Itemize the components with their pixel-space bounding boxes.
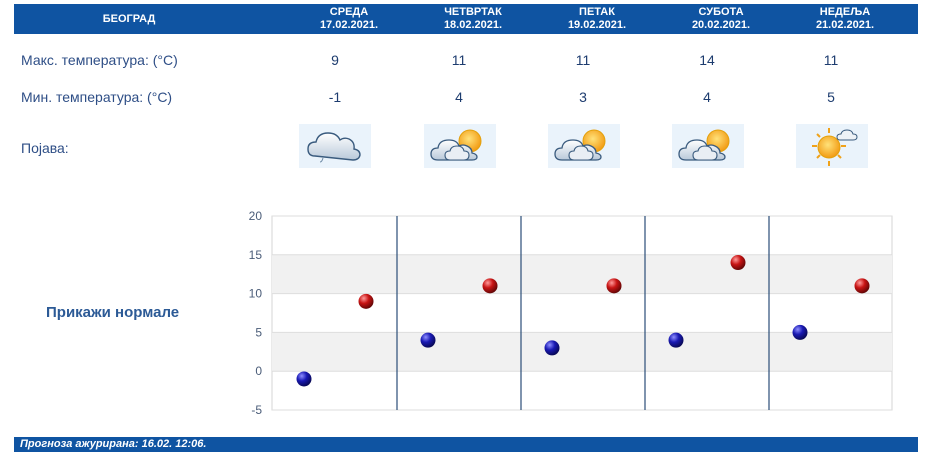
min-temp-point	[792, 324, 808, 340]
show-normals-link[interactable]: Прикажи нормале	[46, 304, 180, 321]
max-temp-value: 14	[699, 52, 715, 68]
max-temp-label: Макс. температура: (°C)	[21, 52, 178, 68]
min-temp-point	[544, 340, 560, 356]
day-date: 17.02.2021.	[319, 19, 379, 31]
forecast-header-bar: БЕОГРАД СРЕДА 17.02.2021. ЧЕТВРТАК 18.02…	[14, 4, 918, 34]
max-temp-point	[482, 278, 498, 294]
day-date: 21.02.2021.	[815, 19, 875, 31]
mostly-sunny-icon	[796, 124, 868, 168]
y-tick-label: 20	[249, 209, 263, 223]
max-temp-value: 11	[823, 52, 839, 68]
day-name: ЧЕТВРТАК	[444, 6, 502, 18]
max-temp-value: 11	[451, 52, 467, 68]
day-header-4: СУБОТА 20.02.2021.	[659, 6, 783, 32]
min-temp-point	[668, 332, 684, 348]
forecast-updated-text: Прогноза ажурирана: 16.02. 12:06.	[20, 438, 207, 450]
day-name: ПЕТАК	[579, 6, 615, 18]
min-temp-value: 3	[579, 89, 587, 105]
city-name: БЕОГРАД	[102, 13, 156, 25]
max-temp-point	[854, 278, 870, 294]
temperature-chart: 20 15 10 5 0 -5	[249, 209, 893, 415]
y-tick-label: 15	[249, 248, 263, 262]
max-temp-point	[606, 278, 622, 294]
update-footer-bar: Прогноза ажурирана: 16.02. 12:06.	[14, 437, 918, 452]
day-header-5: НЕДЕЉА 21.02.2021.	[783, 6, 907, 32]
grid-band	[272, 254, 892, 294]
y-tick-label: 0	[255, 364, 262, 378]
phenomenon-label: Појава:	[21, 140, 69, 156]
min-temp-point	[420, 332, 436, 348]
partly-cloudy-icon	[672, 124, 744, 168]
partly-cloudy-icon	[548, 124, 620, 168]
day-name: СУБОТА	[698, 6, 744, 18]
min-temp-label: Мин. температура: (°C)	[21, 89, 173, 105]
day-date: 19.02.2021.	[567, 19, 627, 31]
day-header-3: ПЕТАК 19.02.2021.	[535, 6, 659, 32]
cloud-rain-icon	[299, 124, 371, 168]
y-tick-label: 5	[255, 325, 262, 339]
min-temp-value: 5	[827, 89, 835, 105]
min-temp-point	[296, 371, 312, 387]
day-name: НЕДЕЉА	[819, 6, 871, 18]
min-temp-value: 4	[703, 89, 711, 105]
grid-band	[272, 332, 892, 372]
y-tick-label: 10	[249, 287, 263, 301]
y-tick-label: -5	[251, 403, 262, 415]
plot-area	[271, 215, 893, 411]
max-temp-value: 11	[575, 52, 591, 68]
min-temp-value: -1	[328, 89, 342, 105]
min-temp-value: 4	[455, 89, 463, 105]
max-temp-value: 9	[331, 52, 339, 68]
partly-cloudy-icon	[424, 124, 496, 168]
max-temp-point	[730, 255, 746, 271]
day-name: СРЕДА	[329, 6, 369, 18]
day-date: 18.02.2021.	[443, 19, 503, 31]
day-header-2: ЧЕТВРТАК 18.02.2021.	[411, 6, 535, 32]
day-date: 20.02.2021.	[691, 19, 751, 31]
day-header-1: СРЕДА 17.02.2021.	[287, 6, 411, 32]
max-temp-point	[358, 293, 374, 309]
